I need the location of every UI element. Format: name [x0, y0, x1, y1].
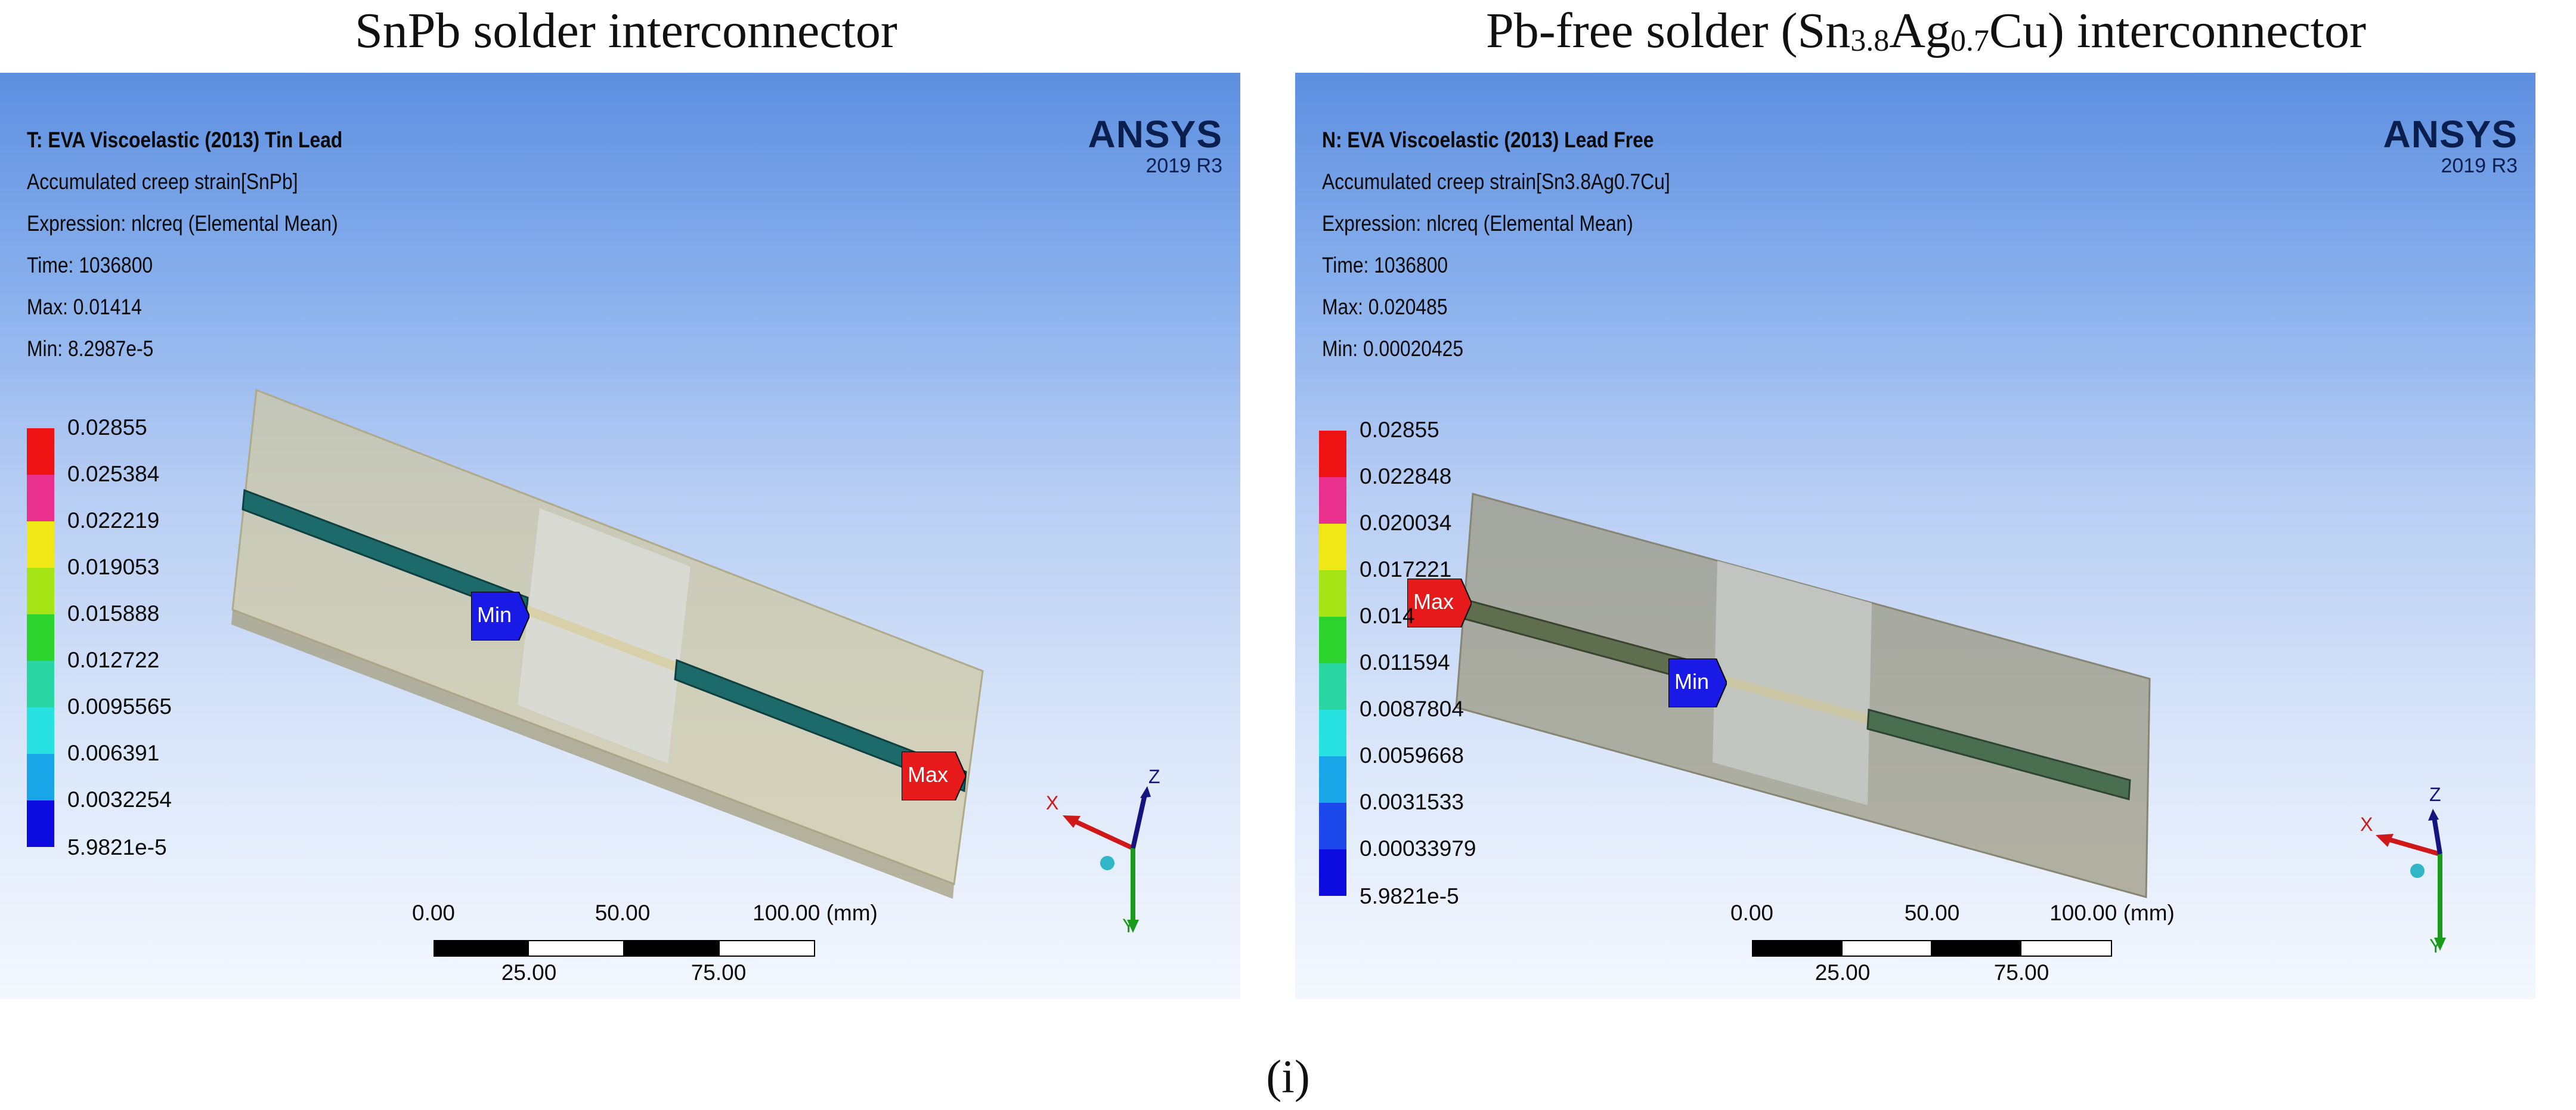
- max-probe-label: Max: [908, 762, 949, 787]
- result-min: Min: 0.00020425: [1322, 336, 1464, 361]
- max-probe[interactable]: Max: [1407, 579, 1472, 627]
- solder-ribbon-right: [1866, 709, 2131, 800]
- min-probe[interactable]: Min: [471, 592, 530, 641]
- legend-swatch: [1319, 756, 1346, 803]
- cell-gap-region: [1713, 561, 1872, 805]
- model-view[interactable]: [0, 73, 1240, 999]
- legend-swatch: [27, 428, 54, 475]
- figure-caption: (i): [1266, 1050, 1310, 1102]
- result-min: Min: 8.2987e-5: [27, 336, 154, 361]
- ansys-logo: ANSYS 2019 R3: [2383, 113, 2518, 177]
- axis-z-label: Z: [2429, 784, 2441, 805]
- ansys-viewport-left[interactable]: T: EVA Viscoelastic (2013) Tin Lead Accu…: [0, 73, 1240, 999]
- legend-swatch: [27, 521, 54, 568]
- solder-ribbon-gap: [527, 605, 677, 672]
- result-quantity: Accumulated creep strain[Sn3.8Ag0.7Cu]: [1322, 169, 1670, 194]
- result-title: T: EVA Viscoelastic (2013) Tin Lead: [27, 128, 343, 152]
- axis-x-label: X: [1046, 792, 1059, 814]
- legend-swatch: [1319, 524, 1346, 570]
- result-title: N: EVA Viscoelastic (2013) Lead Free: [1322, 128, 1654, 152]
- legend-swatch: [27, 800, 54, 847]
- result-expression: Expression: nlcreq (Elemental Mean): [1322, 211, 1633, 236]
- min-probe-label: Min: [1674, 669, 1710, 694]
- legend-swatch: [27, 475, 54, 521]
- legend-swatch: [1319, 477, 1346, 524]
- model-view[interactable]: [1295, 73, 2535, 999]
- result-quantity: Accumulated creep strain[SnPb]: [27, 169, 298, 194]
- legend-swatch: [27, 707, 54, 754]
- legend-swatch: [1319, 803, 1346, 849]
- legend-swatch: [1319, 617, 1346, 663]
- solder-ribbon-right: [674, 658, 967, 793]
- min-probe[interactable]: Min: [1668, 658, 1727, 707]
- axis-x-label: X: [2360, 814, 2373, 835]
- legend-swatch: [1319, 431, 1346, 477]
- slab-edge-face: [231, 610, 954, 899]
- legend-swatch: [27, 568, 54, 614]
- axis-y-label: Y: [2429, 935, 2442, 957]
- result-max: Max: 0.020485: [1322, 295, 1448, 319]
- result-time: Time: 1036800: [1322, 253, 1448, 277]
- left-panel-heading: SnPb solder interconnector: [0, 1, 1252, 67]
- result-info-block: N: EVA Viscoelastic (2013) Lead Free Acc…: [1322, 119, 1727, 370]
- legend-swatch: [1319, 849, 1346, 896]
- scale-bar: 0.00 50.00 100.00 (mm) 25.00 75.00: [411, 901, 878, 985]
- left-heading-text: SnPb solder interconnector: [355, 3, 897, 58]
- max-probe-label: Max: [1413, 589, 1454, 614]
- ansys-viewport-right[interactable]: N: EVA Viscoelastic (2013) Lead Free Acc…: [1295, 73, 2535, 999]
- ansys-logo: ANSYS 2019 R3: [1088, 113, 1223, 177]
- scale-bar: 0.00 50.00 100.00 (mm) 25.00 75.00: [1730, 901, 2175, 985]
- axis-y-label: Y: [1122, 915, 1135, 936]
- result-max: Max: 0.01414: [27, 295, 142, 319]
- result-expression: Expression: nlcreq (Elemental Mean): [27, 211, 338, 236]
- axis-triad[interactable]: X Z Y: [1046, 759, 1169, 938]
- result-info-block: T: EVA Viscoelastic (2013) Tin Lead Accu…: [27, 119, 394, 370]
- solder-ribbon-gap: [1718, 674, 1869, 724]
- min-probe-label: Min: [477, 602, 512, 627]
- legend-swatch: [27, 754, 54, 800]
- legend-swatch: [27, 661, 54, 707]
- legend-swatch: [27, 614, 54, 661]
- legend-swatch: [1319, 570, 1346, 617]
- result-time: Time: 1036800: [27, 253, 153, 277]
- axis-z-label: Z: [1148, 766, 1160, 787]
- axis-triad[interactable]: X Z Y: [2360, 783, 2482, 961]
- max-probe[interactable]: Max: [902, 752, 966, 800]
- legend-swatch: [1319, 663, 1346, 710]
- legend-swatch: [1319, 710, 1346, 756]
- right-panel-heading: Pb-free solder (Sn3.8Ag0.7Cu) interconne…: [1486, 3, 2366, 58]
